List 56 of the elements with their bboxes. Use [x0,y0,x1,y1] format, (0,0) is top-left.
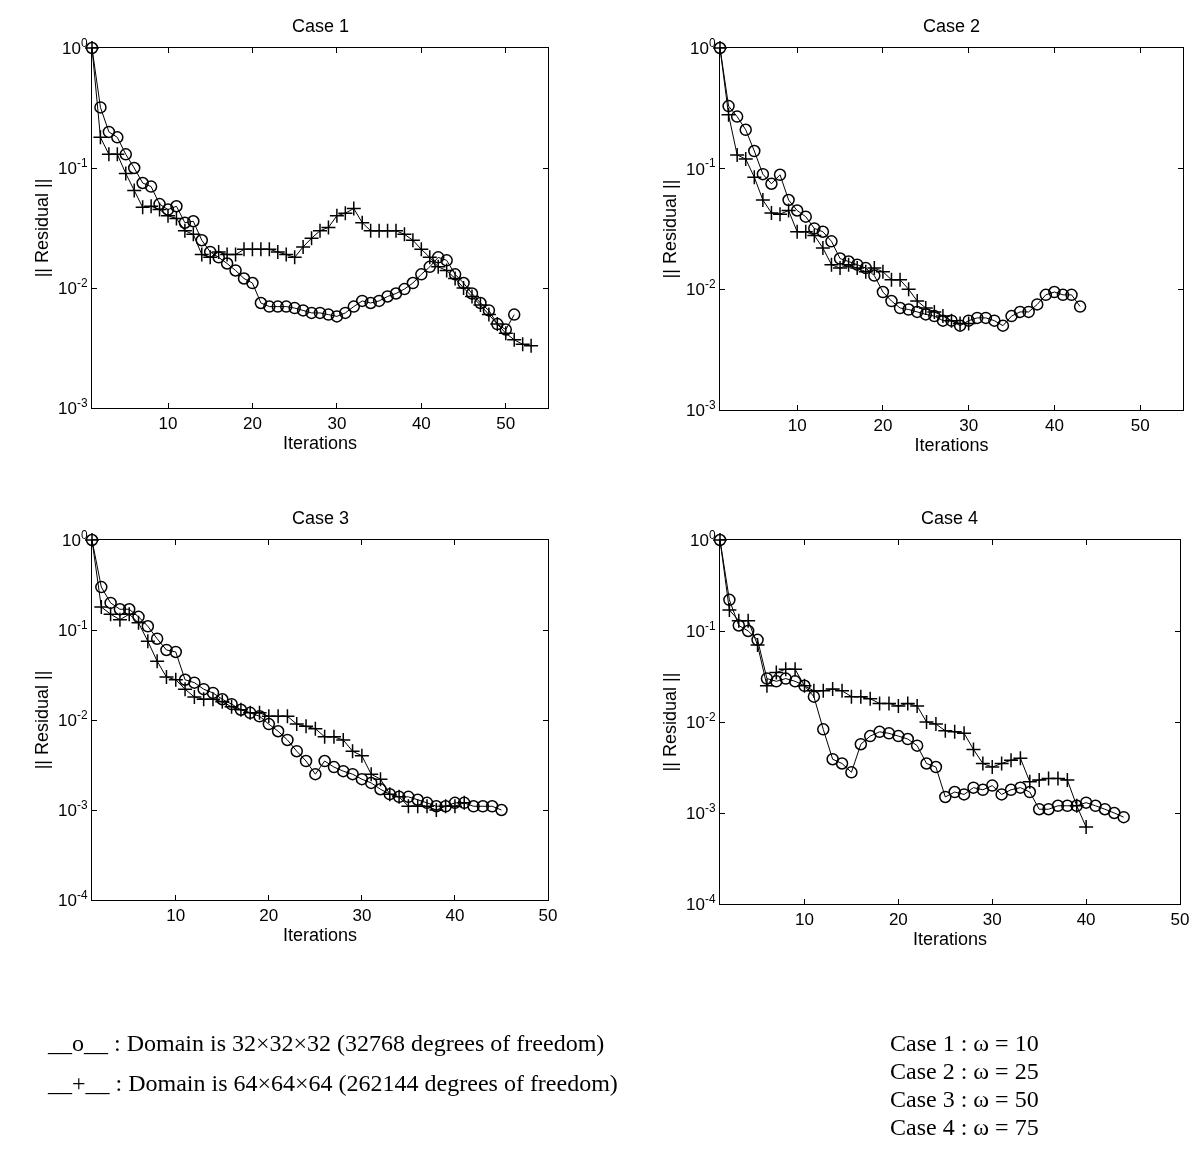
y-tick-label: 10$^{-3}$ [686,397,716,420]
y-tick-label: 10$^{-2}$ [58,707,88,730]
y-tick-label: 10$^{0}$ [690,35,716,58]
x-tick-label: 20 [259,906,279,926]
x-tick-label: 20 [888,910,908,930]
x-tick-label: 10 [795,910,814,930]
y-axis-title: || Residual || [32,178,53,278]
text: Case 2 : ω = 25 [890,1058,1039,1084]
x-tick-label: 50 [1170,910,1190,930]
y-tick-label: 10$^{-4}$ [58,887,88,910]
chart-title: Case 4 [921,508,979,528]
x-axis-title: Iterations [914,435,989,456]
x-tick-label: 30 [352,906,372,926]
y-tick-label: 10$^{-3}$ [686,800,716,823]
x-tick-label: 10 [787,416,807,436]
x-tick-label: 50 [538,906,558,926]
y-axis-title: || Residual || [32,670,53,770]
y-axis-title: || Residual || [660,179,681,279]
x-tick-label: 40 [1044,416,1064,436]
x-axis-title: Iterations [282,433,358,454]
y-tick-label: 10$^{-1}$ [686,618,716,641]
x-tick-label: 10 [166,906,186,926]
y-tick-label: 10$^{-3}$ [58,395,88,418]
y-tick-label: 10$^{-2}$ [686,709,716,732]
x-tick-label: 30 [959,416,979,436]
x-tick-label: 30 [327,414,347,434]
y-tick-label: 10$^{-2}$ [58,275,88,298]
y-tick-label: 10$^{-4}$ [686,891,716,914]
x-axis-title: Iterations [912,929,988,950]
x-tick-label: 10 [158,414,178,434]
text: __o__ : Domain is 32×32×32 (32768 degrees of freedom) [47,1030,605,1056]
x-tick-label: 40 [445,906,465,926]
x-tick-label: 50 [1130,416,1150,436]
chart-title: Case 3 [292,508,350,528]
text: Case 4 : ω = 75 [890,1114,1039,1140]
x-tick-label: 20 [242,414,262,434]
y-tick-label: 10$^{-2}$ [686,277,716,300]
chart-title: Case 2 [923,16,981,36]
text: Case 3 : ω = 50 [890,1086,1039,1112]
y-tick-label: 10$^{-1}$ [58,617,88,640]
y-tick-label: 10$^{-1}$ [686,156,716,179]
x-tick-label: 50 [496,414,516,434]
y-axis-title: || Residual || [660,672,681,772]
y-tick-label: 10$^{-3}$ [58,797,88,820]
x-axis-title: Iterations [282,925,358,946]
y-tick-label: 10$^{0}$ [690,527,716,550]
x-tick-label: 30 [982,910,1002,930]
y-tick-label: 10$^{0}$ [62,527,88,550]
x-tick-label: 40 [411,414,431,434]
x-tick-label: 20 [873,416,893,436]
x-tick-label: 40 [1076,910,1096,930]
y-tick-label: 10$^{-1}$ [58,155,88,178]
text: Case 1 : ω = 10 [890,1030,1039,1056]
chart-title: Case 1 [292,16,350,36]
y-tick-label: 10$^{0}$ [62,35,88,58]
text: __+__ : Domain is 64×64×64 (262144 degrees of freedom) [47,1070,618,1096]
